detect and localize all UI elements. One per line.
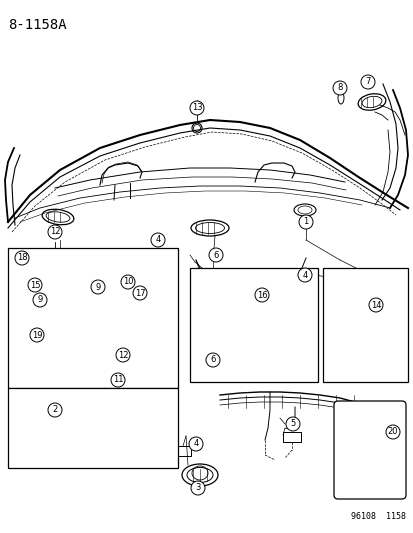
Text: 4: 4 bbox=[155, 236, 160, 245]
Text: 10: 10 bbox=[122, 278, 133, 287]
Text: 7: 7 bbox=[364, 77, 370, 86]
Text: 96108  1158: 96108 1158 bbox=[350, 512, 405, 521]
Circle shape bbox=[121, 275, 135, 289]
Text: 3: 3 bbox=[195, 483, 200, 492]
Bar bbox=[367, 467, 393, 479]
Circle shape bbox=[360, 75, 374, 89]
Text: 17: 17 bbox=[134, 288, 145, 297]
Circle shape bbox=[254, 288, 268, 302]
Circle shape bbox=[133, 286, 147, 300]
Circle shape bbox=[285, 417, 299, 431]
Text: 8-1158A: 8-1158A bbox=[8, 18, 66, 32]
Circle shape bbox=[151, 233, 165, 247]
Bar bbox=[118, 288, 140, 302]
Circle shape bbox=[15, 251, 29, 265]
Circle shape bbox=[206, 353, 219, 367]
Text: 5: 5 bbox=[290, 419, 295, 429]
Circle shape bbox=[190, 101, 204, 115]
Circle shape bbox=[297, 268, 311, 282]
Circle shape bbox=[209, 248, 223, 262]
Circle shape bbox=[111, 373, 125, 387]
Bar bbox=[207, 280, 297, 312]
Text: 12: 12 bbox=[50, 228, 60, 237]
Text: 4: 4 bbox=[193, 440, 198, 448]
Text: 16: 16 bbox=[256, 290, 267, 300]
Circle shape bbox=[48, 403, 62, 417]
Text: 1: 1 bbox=[303, 217, 308, 227]
Text: 11: 11 bbox=[112, 376, 123, 384]
Bar bbox=[175, 446, 190, 456]
Circle shape bbox=[28, 278, 42, 292]
Bar bbox=[369, 469, 391, 477]
Bar bbox=[190, 268, 317, 382]
Bar bbox=[329, 278, 347, 292]
Circle shape bbox=[368, 298, 382, 312]
Text: 14: 14 bbox=[370, 301, 380, 310]
Circle shape bbox=[48, 225, 62, 239]
Text: 15: 15 bbox=[30, 280, 40, 289]
Bar bbox=[8, 248, 178, 388]
Text: 6: 6 bbox=[210, 356, 215, 365]
Text: 19: 19 bbox=[32, 330, 42, 340]
Circle shape bbox=[298, 215, 312, 229]
Text: 2: 2 bbox=[52, 406, 57, 415]
Text: 13: 13 bbox=[191, 103, 202, 112]
Text: 4: 4 bbox=[301, 271, 307, 279]
Bar bbox=[70, 295, 138, 323]
Circle shape bbox=[91, 280, 105, 294]
Circle shape bbox=[189, 437, 202, 451]
FancyBboxPatch shape bbox=[333, 401, 405, 499]
Bar bbox=[202, 276, 302, 316]
Circle shape bbox=[385, 425, 399, 439]
Bar bbox=[282, 432, 300, 442]
Text: 20: 20 bbox=[387, 427, 397, 437]
Circle shape bbox=[33, 293, 47, 307]
Text: 8: 8 bbox=[337, 84, 342, 93]
Text: 9: 9 bbox=[95, 282, 100, 292]
Text: 6: 6 bbox=[213, 251, 218, 260]
Text: 9: 9 bbox=[37, 295, 43, 304]
Circle shape bbox=[30, 328, 44, 342]
Circle shape bbox=[190, 481, 204, 495]
Bar bbox=[322, 268, 407, 382]
Text: 12: 12 bbox=[117, 351, 128, 359]
Circle shape bbox=[332, 81, 346, 95]
Circle shape bbox=[116, 348, 130, 362]
Bar bbox=[8, 388, 178, 468]
Text: 18: 18 bbox=[17, 254, 27, 262]
